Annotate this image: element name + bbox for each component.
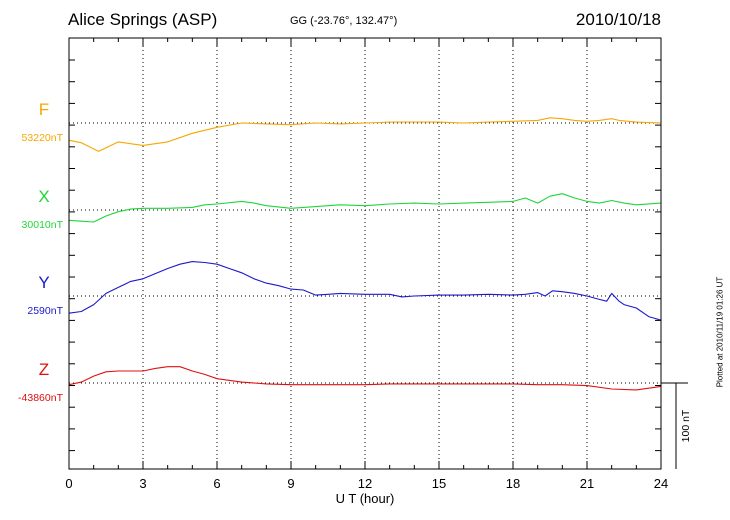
x-tick-label: 0 <box>65 476 72 491</box>
series-name-y: Y <box>38 273 49 292</box>
x-axis-label: U T (hour) <box>336 491 395 506</box>
series-baseline-z: -43860nT <box>18 392 64 404</box>
x-tick-label: 15 <box>432 476 446 491</box>
series-line-x <box>68 193 662 223</box>
series-name-x: X <box>38 187 49 206</box>
series-line-z <box>68 366 662 391</box>
series-line-y <box>68 261 662 321</box>
x-tick-label: 12 <box>358 476 372 491</box>
series-name-f: F <box>39 100 49 119</box>
x-tick-label: 21 <box>580 476 594 491</box>
series-name-z: Z <box>39 360 49 379</box>
x-tick-label: 24 <box>654 476 668 491</box>
x-tick-label: 18 <box>506 476 520 491</box>
series-baseline-f: 53220nT <box>22 132 64 144</box>
x-tick-label: 3 <box>139 476 146 491</box>
scale-bar-label: 100 nT <box>680 409 692 442</box>
x-tick-label: 9 <box>287 476 294 491</box>
plotted-timestamp: Plotted at 2010/11/19 01:26 UT <box>715 276 725 388</box>
plot-axes: F 53220nT X 30010nT Y 2590nT Z -43860nT 0 3 6 9 12 15… <box>18 37 692 506</box>
series-lines <box>68 117 662 391</box>
station-title: Alice Springs (ASP) <box>68 10 218 29</box>
series-baseline-x: 30010nT <box>22 219 64 231</box>
station-coordinates: GG (-23.76°, 132.47°) <box>290 15 398 27</box>
plot-date: 2010/10/18 <box>575 10 661 29</box>
series-baseline-y: 2590nT <box>27 305 63 317</box>
x-tick-label: 6 <box>213 476 220 491</box>
series-line-f <box>68 117 662 152</box>
grid-lines <box>69 38 661 469</box>
